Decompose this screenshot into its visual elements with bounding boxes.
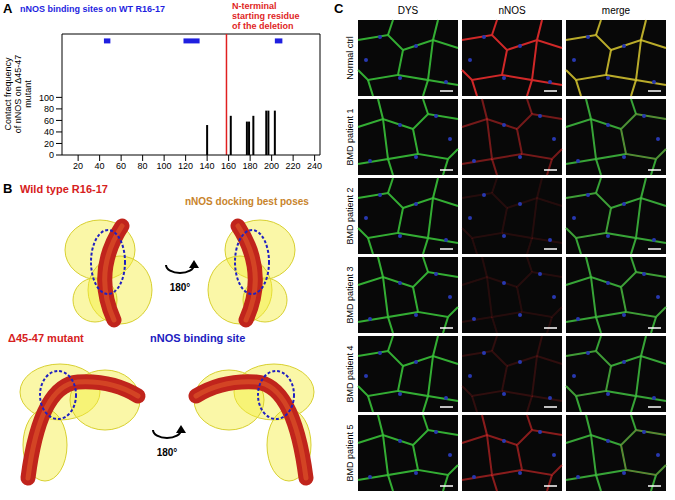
svg-text:100: 100 (39, 93, 54, 103)
svg-text:180°: 180° (157, 447, 178, 458)
svg-text:BMD patient 1: BMD patient 1 (345, 108, 355, 165)
svg-text:BMD patient 3: BMD patient 3 (345, 266, 355, 323)
svg-text:40: 40 (44, 127, 54, 137)
svg-text:140: 140 (200, 161, 215, 171)
svg-text:Contact frequency: Contact frequency (3, 57, 13, 131)
svg-text:Δ45-47 mutant: Δ45-47 mutant (8, 332, 84, 344)
svg-text:160: 160 (221, 161, 236, 171)
svg-text:N-terminal: N-terminal (232, 1, 277, 11)
svg-text:merge: merge (602, 5, 631, 16)
svg-text:BMD patient 2: BMD patient 2 (345, 187, 355, 244)
svg-text:100: 100 (157, 161, 172, 171)
svg-text:180°: 180° (170, 282, 191, 293)
svg-text:nNOS binding site: nNOS binding site (150, 332, 245, 344)
svg-text:BMD patient 5: BMD patient 5 (345, 424, 355, 481)
svg-text:20: 20 (73, 161, 83, 171)
svg-text:0: 0 (49, 150, 54, 160)
svg-text:200: 200 (264, 161, 279, 171)
svg-text:nNOS binding sites on WT R16-1: nNOS binding sites on WT R16-17 (20, 4, 165, 14)
svg-text:starting residue: starting residue (232, 11, 300, 21)
svg-text:nNOS: nNOS (498, 5, 526, 16)
svg-text:80: 80 (138, 161, 148, 171)
svg-text:240: 240 (307, 161, 322, 171)
svg-text:A: A (3, 1, 13, 16)
svg-text:B: B (3, 181, 12, 196)
svg-text:mutant: mutant (23, 80, 33, 108)
svg-text:nNOS docking best poses: nNOS docking best poses (185, 196, 309, 207)
svg-text:60: 60 (44, 116, 54, 126)
svg-text:of the deletion: of the deletion (232, 21, 294, 31)
svg-text:220: 220 (286, 161, 301, 171)
svg-text:Normal ctrl: Normal ctrl (345, 36, 355, 80)
svg-text:180: 180 (243, 161, 258, 171)
svg-text:of nNOS on Δ45-47: of nNOS on Δ45-47 (13, 55, 23, 134)
svg-text:Wild type R16-17: Wild type R16-17 (20, 183, 108, 195)
svg-text:BMD patient 4: BMD patient 4 (345, 345, 355, 402)
svg-text:120: 120 (178, 161, 193, 171)
svg-text:C: C (334, 1, 344, 16)
svg-text:80: 80 (44, 104, 54, 114)
svg-text:DYS: DYS (398, 5, 419, 16)
svg-text:20: 20 (44, 139, 54, 149)
svg-text:60: 60 (116, 161, 126, 171)
svg-text:40: 40 (95, 161, 105, 171)
